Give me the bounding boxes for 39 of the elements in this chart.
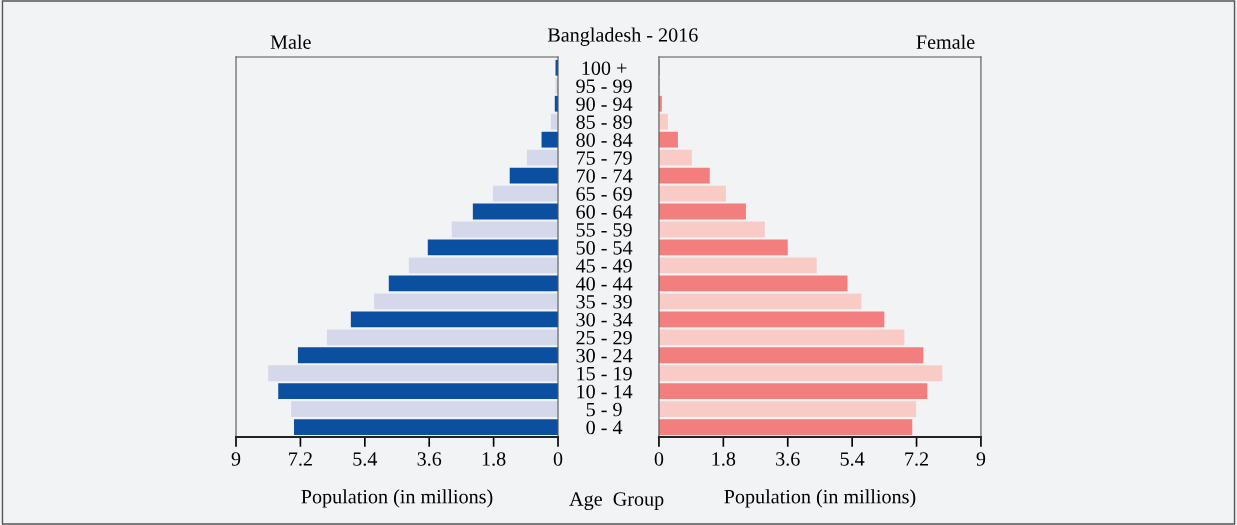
x-tick-label: 7.2 — [905, 452, 929, 466]
y-tick-label: 30 - 24 — [576, 348, 633, 363]
x-tick-label: 0 — [654, 452, 664, 466]
y-tick-label: 75 - 79 — [576, 151, 632, 165]
y-tick-label: 5 - 9 — [586, 402, 622, 417]
text: Bangladesh - 2016 — [547, 27, 698, 46]
x-tick-label: 3.6 — [776, 452, 800, 466]
y-tick-label: 40 - 44 — [575, 276, 633, 291]
y-tick-label: 45 - 49 — [575, 259, 632, 273]
y-tick-label: 55 - 59 — [576, 223, 632, 237]
x-tick-label: 1.8 — [482, 452, 506, 466]
y-tick-label: 80 - 84 — [576, 133, 633, 147]
x-tick-label: 9 — [976, 452, 986, 466]
x-axis-title: Population (in millions) — [724, 489, 916, 508]
chart-title: Female — [916, 34, 975, 49]
text: Age Group — [569, 492, 664, 510]
y-tick-label: 95 - 99 — [576, 79, 632, 93]
x-tick-label: 5.4 — [840, 452, 865, 466]
y-tick-label: 30 - 34 — [576, 312, 633, 327]
y-tick-label: 85 - 89 — [576, 115, 632, 129]
chart-title: Male — [270, 34, 311, 49]
y-tick-label: 50 - 54 — [576, 241, 633, 255]
x-tick-label: 7.2 — [289, 452, 312, 466]
y-tick-label: 0 - 4 — [586, 420, 623, 435]
y-tick-label: 100 + — [582, 61, 627, 75]
y-tick-label: 90 - 94 — [576, 97, 633, 111]
x-tick-label: 3.6 — [417, 452, 442, 466]
x-tick-label: 5.4 — [353, 452, 378, 466]
y-tick-label: 35 - 39 — [576, 295, 632, 309]
y-tick-label: 70 - 74 — [576, 169, 633, 183]
y-tick-label: 60 - 64 — [576, 205, 633, 219]
x-tick-label: 1.8 — [712, 452, 736, 466]
x-tick-label: 9 — [231, 452, 241, 466]
y-tick-label: 65 - 69 — [576, 187, 632, 201]
x-axis-title: Population (in millions) — [301, 489, 493, 508]
y-tick-label: 10 - 14 — [577, 384, 633, 399]
y-tick-label: 15 - 19 — [577, 366, 632, 381]
y-tick-label: 25 - 29 — [576, 330, 632, 345]
x-tick-label: 0 — [553, 452, 563, 466]
